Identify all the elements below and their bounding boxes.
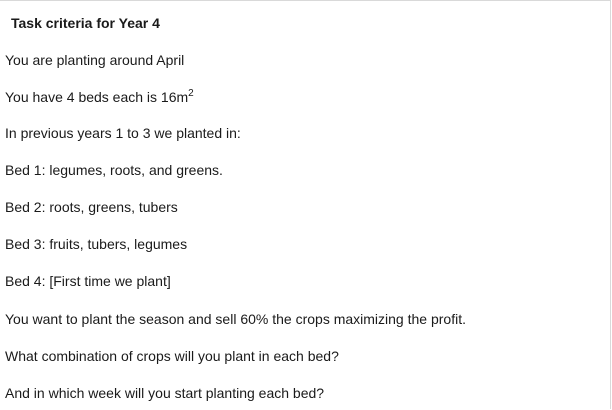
criteria-beds-text: You have 4 beds each is 16m	[5, 89, 189, 105]
document-title: Task criteria for Year 4	[11, 15, 160, 31]
question-planting-week: And in which week will you start plantin…	[5, 385, 325, 401]
criteria-goal: You want to plant the season and sell 60…	[5, 311, 466, 327]
criteria-planting-time: You are planting around April	[5, 52, 185, 68]
bed-3-history: Bed 3: fruits, tubers, legumes	[5, 236, 188, 252]
criteria-beds: You have 4 beds each is 16m2	[5, 88, 194, 106]
question-crop-combination: What combination of crops will you plant…	[5, 348, 339, 364]
criteria-previous-years: In previous years 1 to 3 we planted in:	[5, 125, 241, 141]
bed-4-history: Bed 4: [First time we plant]	[5, 273, 171, 289]
squared-superscript: 2	[188, 88, 194, 99]
bed-1-history: Bed 1: legumes, roots, and greens.	[5, 162, 223, 178]
bed-2-history: Bed 2: roots, greens, tubers	[5, 199, 178, 215]
